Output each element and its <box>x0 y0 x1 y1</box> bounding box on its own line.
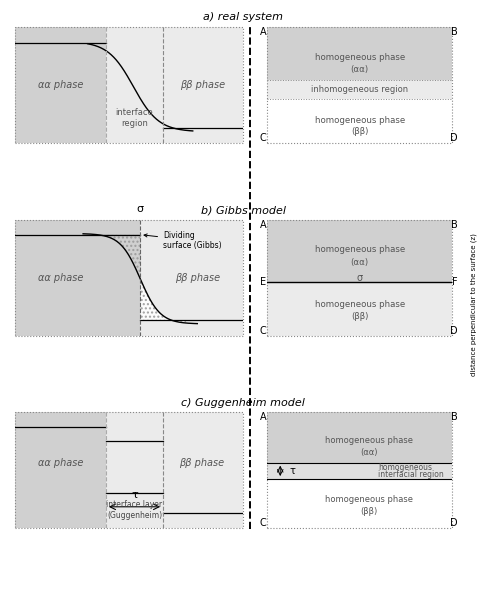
Text: F: F <box>452 277 457 287</box>
Text: homogeneous phase: homogeneous phase <box>314 300 405 309</box>
Text: (ββ): (ββ) <box>360 507 378 516</box>
Text: B: B <box>451 412 457 422</box>
Text: (αα): (αα) <box>350 258 369 267</box>
Text: (αα): (αα) <box>350 65 369 74</box>
Bar <box>106 27 163 143</box>
Text: homogeneous phase: homogeneous phase <box>325 495 413 504</box>
Bar <box>267 463 452 479</box>
Text: τ: τ <box>290 466 295 476</box>
Text: Dividing
surface (Gibbs): Dividing surface (Gibbs) <box>144 231 222 250</box>
Text: c) Guggenheim model: c) Guggenheim model <box>181 398 305 407</box>
Text: interfacial region: interfacial region <box>378 470 444 479</box>
Text: B: B <box>451 27 457 37</box>
Text: homogeneous phase: homogeneous phase <box>325 436 413 445</box>
Text: D: D <box>450 518 457 528</box>
Bar <box>140 220 243 336</box>
Text: E: E <box>260 277 266 287</box>
Text: A: A <box>260 220 266 229</box>
Text: interface
region: interface region <box>116 108 154 127</box>
Text: τ: τ <box>131 490 138 500</box>
Text: A: A <box>260 27 266 37</box>
Bar <box>163 27 243 143</box>
Text: αα phase: αα phase <box>37 81 83 90</box>
Bar <box>15 27 106 143</box>
Bar <box>267 282 452 336</box>
Text: A: A <box>260 412 266 422</box>
Bar <box>106 412 163 528</box>
Bar <box>267 479 452 528</box>
Text: homogeneous phase: homogeneous phase <box>314 53 405 62</box>
Bar <box>267 220 452 282</box>
Text: D: D <box>450 134 457 143</box>
Bar <box>267 27 452 80</box>
Text: C: C <box>260 326 267 336</box>
Text: homogeneous phase: homogeneous phase <box>314 245 405 254</box>
Text: C: C <box>260 518 267 528</box>
Text: ββ phase: ββ phase <box>175 273 220 282</box>
Text: b) Gibbs model: b) Gibbs model <box>201 206 285 215</box>
Text: interface layer
(Guggenheim): interface layer (Guggenheim) <box>106 500 162 520</box>
Text: homogeneous: homogeneous <box>378 464 432 473</box>
Text: ββ phase: ββ phase <box>180 81 226 90</box>
Text: inhomogeneous region: inhomogeneous region <box>311 85 408 94</box>
Text: ββ phase: ββ phase <box>179 458 225 468</box>
Text: distance perpendicular to the surface (z): distance perpendicular to the surface (z… <box>470 234 477 376</box>
Bar <box>267 99 452 143</box>
Text: σ: σ <box>137 204 144 213</box>
Text: a) real system: a) real system <box>203 12 283 22</box>
Text: B: B <box>451 220 457 229</box>
Text: (ββ): (ββ) <box>351 312 368 321</box>
Bar <box>15 412 106 528</box>
Text: C: C <box>260 134 267 143</box>
Bar <box>267 80 452 99</box>
Bar <box>163 412 243 528</box>
Bar <box>15 220 140 336</box>
Text: D: D <box>450 326 457 336</box>
Text: σ: σ <box>357 273 363 282</box>
Bar <box>267 412 452 463</box>
Text: (ββ): (ββ) <box>351 127 368 136</box>
Text: αα phase: αα phase <box>37 458 83 468</box>
Text: homogeneous phase: homogeneous phase <box>314 116 405 124</box>
Text: αα phase: αα phase <box>37 273 83 282</box>
Text: (αα): (αα) <box>360 448 378 457</box>
